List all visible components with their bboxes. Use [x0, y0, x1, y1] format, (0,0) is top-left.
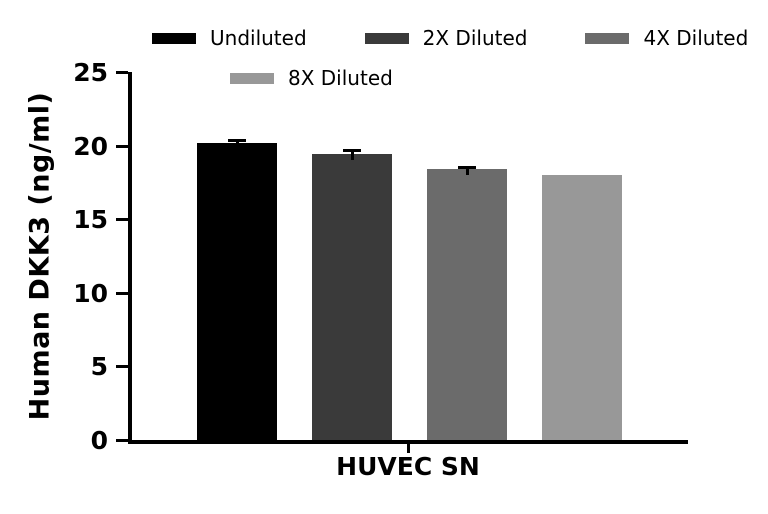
legend-item-2x-diluted: 2X Diluted	[364, 26, 528, 50]
error-bar-line	[465, 167, 469, 176]
error-bar-line	[235, 140, 239, 149]
legend-label: Undiluted	[210, 26, 307, 50]
y-axis-line	[128, 72, 132, 444]
y-axis-tick	[116, 71, 128, 74]
y-tick-label: 0	[90, 426, 108, 455]
x-axis-line	[128, 440, 688, 444]
y-axis-tick	[116, 291, 128, 295]
error-bar-cap	[458, 166, 476, 170]
y-axis-tick	[116, 144, 128, 148]
legend-item-8x-diluted: 8X Diluted	[230, 66, 393, 90]
legend-label: 2X Diluted	[422, 26, 528, 50]
y-axis-tick	[116, 218, 128, 222]
y-axis-tick	[116, 439, 128, 442]
legend-label: 8X Diluted	[288, 66, 393, 90]
legend-label: 4X Diluted	[643, 26, 749, 50]
bar-8x-diluted	[542, 175, 622, 440]
x-category-label: HUVEC SN	[336, 452, 480, 481]
legend-item-4x-diluted: 4X Diluted	[585, 26, 748, 50]
legend-swatch-icon	[364, 32, 409, 44]
legend-row-1: Undiluted 2X Diluted 4X Diluted	[152, 26, 748, 50]
y-axis-tick	[116, 365, 128, 369]
legend-swatch-icon	[585, 32, 630, 44]
x-axis-tick	[407, 444, 410, 453]
y-tick-label: 5	[90, 352, 108, 382]
y-tick-label: 10	[73, 278, 108, 308]
error-bar-cap	[343, 149, 361, 153]
bar-undiluted	[197, 142, 277, 440]
y-axis-title: Human DKK3 (ng/ml)	[24, 91, 56, 421]
error-bar-line	[350, 150, 354, 161]
y-tick-label: 25	[73, 58, 108, 87]
legend-item-undiluted: Undiluted	[152, 26, 307, 50]
y-tick-label: 20	[73, 131, 108, 161]
legend-row-2: 8X Diluted	[230, 66, 393, 90]
legend-swatch-icon	[230, 72, 274, 84]
y-tick-label: 15	[73, 205, 108, 235]
legend-swatch-icon	[152, 32, 196, 44]
bar-2x-diluted	[312, 154, 392, 440]
bar-4x-diluted	[427, 169, 507, 440]
error-bar-cap	[228, 139, 246, 143]
